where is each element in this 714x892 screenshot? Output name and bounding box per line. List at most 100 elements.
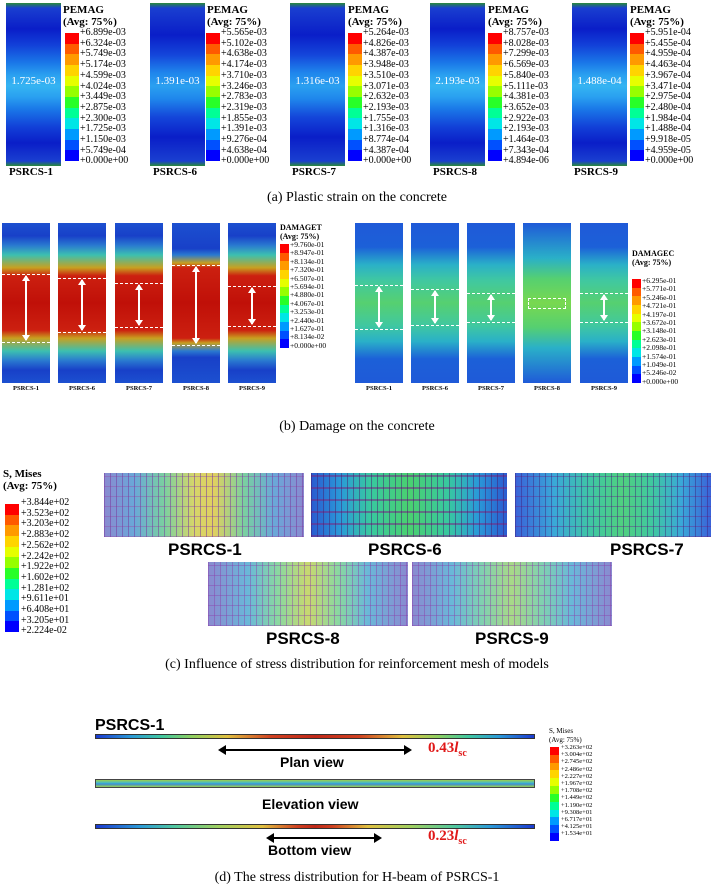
legend-value: +4.024e-03 xyxy=(80,80,126,92)
legend-value: +3.263e+02 xyxy=(561,744,593,751)
caption-c: (c) Influence of stress distribution for… xyxy=(165,657,549,672)
scale-band xyxy=(5,525,19,537)
legend-value: +1.534e+01 xyxy=(561,830,593,838)
plan-ratio-label: 0.43lsc xyxy=(428,740,467,759)
scale-band xyxy=(65,150,79,162)
specimen-label: PSRCS-9 xyxy=(238,385,265,392)
scale-band xyxy=(348,107,362,119)
panel-c: S, Mises (Avg: 75%) +3.844e+02 +3.523e+02 +… xyxy=(0,466,714,680)
scale-band xyxy=(632,313,641,323)
scale-band xyxy=(630,97,644,108)
legend-title: PEMAG (Avg: 75%) xyxy=(630,4,684,28)
specimen-label: PSRCS-6 xyxy=(368,540,442,559)
specimen-label: PSRCS-8 xyxy=(266,629,340,648)
legend-value: +1.922e+02 xyxy=(21,561,70,573)
scale-band xyxy=(488,65,502,76)
specimen-label: PSRCS-1 xyxy=(95,717,165,734)
specimen-label: PSRCS-8 xyxy=(433,166,478,178)
scale-band xyxy=(550,754,559,763)
scale-band xyxy=(206,54,220,66)
legend-value: +3.203e+02 xyxy=(21,518,70,530)
panel-b: PSRCS-1 PSRCS-6 PSRCS-7 PSRCS-8 PSRCS-9 … xyxy=(0,220,714,440)
bottom-ratio-label: 0.23lsc xyxy=(428,828,467,847)
elevation-view-label: Elevation view xyxy=(262,796,359,812)
scale-band xyxy=(280,330,289,340)
legend-value: +5.102e-03 xyxy=(221,37,267,49)
scale-band xyxy=(5,514,19,526)
legend-value: +2.193e-03 xyxy=(503,123,549,135)
plan-span-arrow xyxy=(218,745,412,755)
legend-value: +5.694e-01 xyxy=(290,282,325,292)
scale-band xyxy=(280,313,289,323)
scale-band xyxy=(5,504,19,515)
legend-value: +9.611e+01 xyxy=(21,593,69,605)
scale-band xyxy=(65,129,79,140)
scale-band xyxy=(206,107,220,119)
legend-value: +0.000e+00 xyxy=(80,155,129,167)
scale-band xyxy=(280,296,289,305)
panel-a: 1.725e-03 PEMAG (Avg: 75%) +6.899e-03 +6.3… xyxy=(0,0,714,205)
scale-band xyxy=(65,75,79,87)
legend-value: +6.408e+01 xyxy=(21,604,70,616)
color-scale xyxy=(632,279,641,384)
legend-value: +3.148e-01 xyxy=(642,326,677,336)
scale-band xyxy=(65,139,79,151)
legend-value: +2.883e+02 xyxy=(21,529,70,541)
legend-value: +9.760e-01 xyxy=(290,240,325,249)
legend-value: +0.000e+00 xyxy=(642,376,679,386)
damage-compression-specimen-7 xyxy=(467,223,515,383)
legend-value: +6.295e-01 xyxy=(642,276,677,285)
specimen-label: PSRCS-1 xyxy=(12,385,39,392)
legend-value: +1.984e-04 xyxy=(645,112,691,124)
scale-band xyxy=(348,75,362,87)
scale-band xyxy=(5,557,19,569)
legend-value: +1.449e+02 xyxy=(561,794,593,802)
specimen-label: PSRCS-6 xyxy=(153,166,198,178)
color-scale xyxy=(488,33,502,162)
legend-value: +2.193e-03 xyxy=(363,101,409,113)
legend-value: +1.049e-01 xyxy=(642,360,677,370)
bottom-view-label: Bottom view xyxy=(268,842,352,858)
legend-title: DAMAGEC (Avg: 75%) xyxy=(632,249,675,267)
legend-value: +4.894e-06 xyxy=(503,155,549,167)
legend-value: +1.627e-01 xyxy=(290,324,325,334)
scale-band xyxy=(632,287,641,297)
scale-band xyxy=(348,129,362,140)
legend-value: +4.463e-04 xyxy=(645,59,691,71)
scale-band xyxy=(632,348,641,358)
legend-value: +1.855e-03 xyxy=(221,112,267,124)
legend-title: PEMAG (Avg: 75%) xyxy=(63,4,117,28)
legend-value: +7.343e-04 xyxy=(503,144,549,156)
scale-band xyxy=(632,322,641,332)
legend-value: +8.028e-03 xyxy=(503,37,549,49)
scale-band xyxy=(630,118,644,130)
legend-value: +1.316e-03 xyxy=(363,123,409,135)
legend-title: PEMAG (Avg: 75%) xyxy=(207,4,261,28)
legend-value: +3.253e-01 xyxy=(290,307,325,317)
scale-band xyxy=(5,536,19,547)
scale-band xyxy=(65,43,79,55)
scale-band xyxy=(280,244,289,253)
scale-band xyxy=(206,43,220,55)
plastic-strain-specimen-7: 1.316e-03 xyxy=(290,3,345,166)
scale-band xyxy=(632,357,641,366)
scale-band xyxy=(206,33,220,44)
scale-band xyxy=(630,43,644,55)
legend-value: +6.717e+01 xyxy=(561,816,593,824)
color-scale xyxy=(348,33,362,162)
legend-value: +5.951e-04 xyxy=(645,27,691,38)
scale-band xyxy=(550,809,559,818)
scale-band xyxy=(630,150,644,162)
legend-value: +4.387e-03 xyxy=(363,48,409,60)
legend-value: +9.308e+01 xyxy=(561,808,593,816)
specimen-label: PSRCS-6 xyxy=(68,385,95,392)
specimen-label: PSRCS-7 xyxy=(292,166,337,178)
legend-value: +4.959e-04 xyxy=(645,48,691,60)
plan-view-label: Plan view xyxy=(280,754,344,770)
color-scale xyxy=(206,33,220,162)
scale-band xyxy=(280,287,289,297)
legend-value: +2.922e-03 xyxy=(503,112,549,124)
scale-band xyxy=(5,568,19,579)
legend-title: S, Mises (Avg: 75%) xyxy=(3,468,57,492)
legend-value: +5.455e-04 xyxy=(645,37,691,49)
